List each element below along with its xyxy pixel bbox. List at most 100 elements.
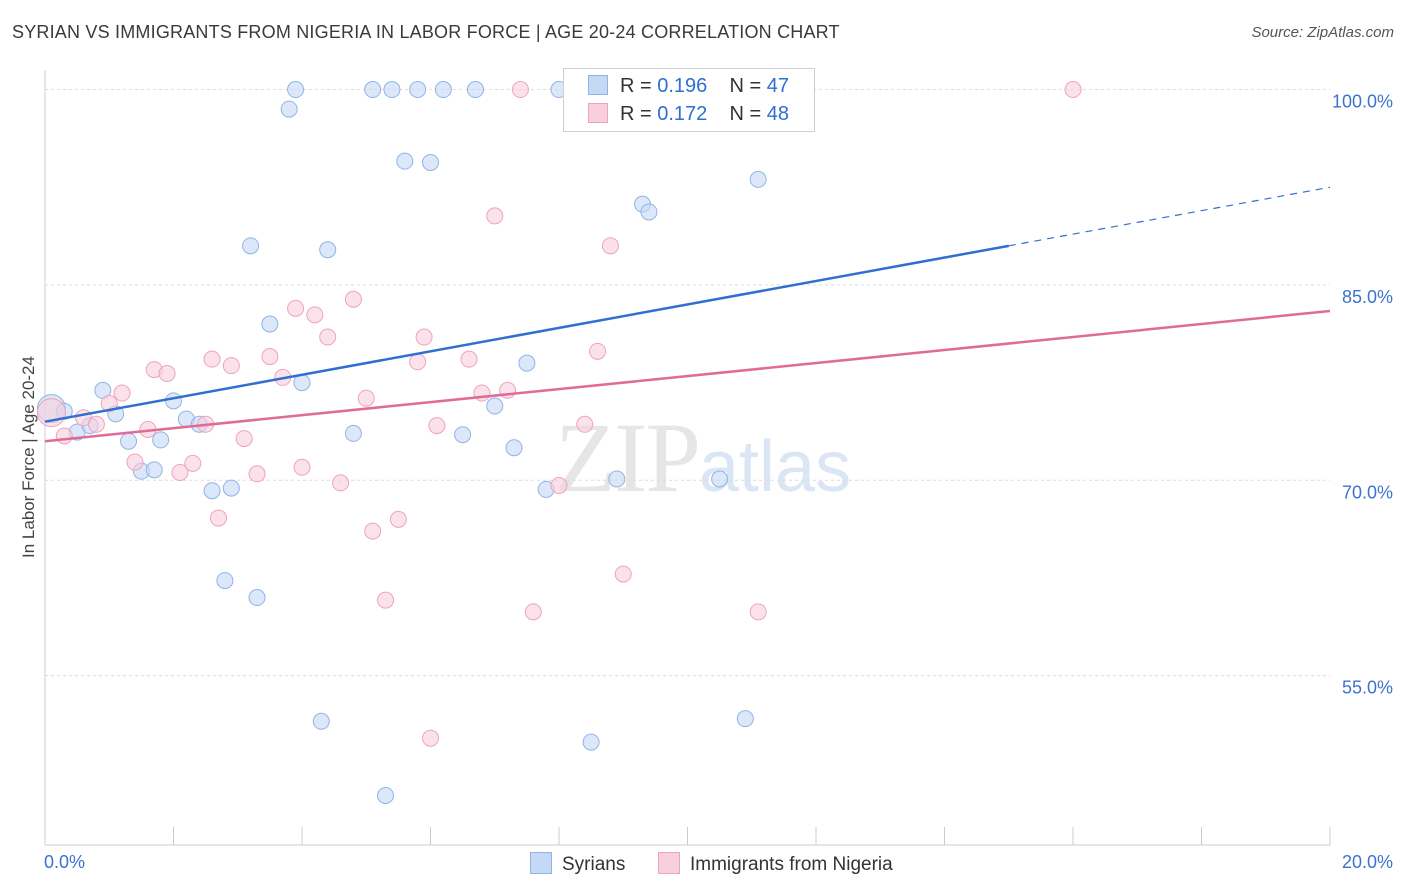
syrians-point (454, 426, 472, 444)
nigeria-point (614, 565, 632, 583)
source-label: Source: ZipAtlas.com (1251, 24, 1394, 41)
nigeria-point (1064, 81, 1082, 99)
nigeria-point (409, 353, 427, 371)
syrians-point (749, 170, 767, 188)
legend-r-label: R = (620, 75, 652, 97)
nigeria-point (601, 237, 619, 255)
grid-lines (45, 89, 1330, 677)
syrians-point (377, 787, 395, 805)
nigeria-point (749, 603, 767, 621)
syrians-point (383, 81, 401, 99)
syrians-point (248, 589, 266, 607)
syrians-point (640, 203, 658, 221)
x-tick-label-min: 0.0% (44, 852, 85, 872)
syrians-point (518, 354, 536, 372)
nigeria-point (422, 729, 439, 747)
nigeria-point (100, 394, 118, 412)
nigeria-trend-line (44, 309, 1331, 443)
nigeria-point (248, 465, 266, 483)
nigeria-point (511, 81, 529, 99)
bottom-legend-swatch-blue (530, 852, 552, 874)
syrians-point (216, 572, 234, 590)
syrians-point (280, 100, 298, 118)
legend-row-syrians: R = 0.196 N = 47 (588, 75, 789, 98)
nigeria-point (203, 350, 221, 368)
syrians-point (165, 392, 182, 410)
nigeria-point (332, 474, 350, 492)
legend-swatch-blue (588, 75, 608, 95)
nigeria-point (344, 290, 362, 308)
trend-lines (44, 186, 1331, 443)
nigeria-point (36, 398, 66, 428)
nigeria-point (364, 522, 382, 540)
legend-r-value-nigeria: 0.172 (657, 103, 708, 125)
syrians-point (120, 432, 138, 450)
syrians-point (486, 397, 504, 415)
nigeria-point (524, 603, 542, 621)
y-tick-label: 55.0% (1342, 678, 1393, 698)
syrians-point (344, 424, 362, 442)
watermark-atlas: atlas (699, 427, 852, 507)
nigeria-point (293, 458, 311, 476)
data-points (36, 81, 1082, 805)
bottom-legend-swatch-pink (658, 852, 680, 874)
syrians-point (364, 81, 382, 99)
legend-n-label: N = (729, 75, 762, 97)
nigeria-point (184, 454, 202, 472)
bottom-legend-nigeria: Immigrants from Nigeria (658, 852, 893, 876)
y-tick-label: 100.0% (1332, 92, 1393, 112)
syrians-point (312, 712, 330, 730)
syrians-point (711, 470, 729, 488)
syrians-point (608, 470, 626, 488)
syrians-point (466, 81, 484, 99)
bottom-legend-label-nigeria: Immigrants from Nigeria (690, 854, 893, 875)
x-tick-label-max: 20.0% (1342, 852, 1393, 872)
syrians-point (736, 710, 754, 728)
syrians-point (319, 241, 337, 259)
syrians-point (582, 733, 600, 751)
syrians-trend-line (44, 244, 1009, 423)
y-tick-label: 70.0% (1342, 482, 1393, 502)
nigeria-point (319, 328, 337, 346)
nigeria-point (389, 510, 407, 528)
bottom-legend-syrians: Syrians (530, 852, 625, 876)
syrians-point (242, 237, 260, 255)
nigeria-point (126, 453, 144, 471)
legend-n-label: N = (729, 103, 762, 125)
chart-title: SYRIAN VS IMMIGRANTS FROM NIGERIA IN LAB… (12, 22, 840, 42)
legend-r-label: R = (620, 103, 652, 125)
y-axis-label: In Labor Force | Age 20-24 (19, 356, 38, 558)
syrians-point (203, 482, 221, 500)
legend-r-value-syrians: 0.196 (657, 75, 708, 97)
nigeria-point (87, 415, 105, 433)
syrians-point (396, 152, 414, 170)
syrians-point (145, 461, 163, 479)
nigeria-point (589, 342, 607, 360)
nigeria-point (235, 430, 253, 448)
syrians-point (409, 81, 427, 99)
nigeria-point (576, 415, 594, 433)
nigeria-point (287, 299, 305, 317)
syrians-trend-extension (1008, 186, 1331, 247)
nigeria-point (415, 328, 433, 346)
nigeria-point (306, 306, 324, 324)
bottom-legend-label-syrians: Syrians (562, 854, 626, 875)
nigeria-point (377, 591, 395, 609)
legend-n-value-nigeria: 48 (766, 103, 790, 125)
syrians-point (505, 439, 523, 457)
legend-swatch-pink (588, 103, 608, 123)
syrians-point (434, 81, 452, 99)
syrians-point (222, 479, 240, 497)
nigeria-point (113, 384, 131, 402)
nigeria-point (222, 357, 240, 375)
nigeria-point (428, 417, 446, 435)
correlation-legend: R = 0.196 N = 47 R = 0.172 N = 48 (563, 68, 815, 132)
nigeria-point (55, 427, 73, 445)
nigeria-point (486, 207, 504, 225)
syrians-point (422, 153, 439, 171)
watermark: ZIPatlas (555, 400, 851, 515)
nigeria-point (460, 350, 478, 368)
y-tick-label: 85.0% (1342, 287, 1393, 307)
tick-labels: 55.0% 70.0% 85.0% 100.0% 0.0% 20.0% (44, 92, 1393, 872)
